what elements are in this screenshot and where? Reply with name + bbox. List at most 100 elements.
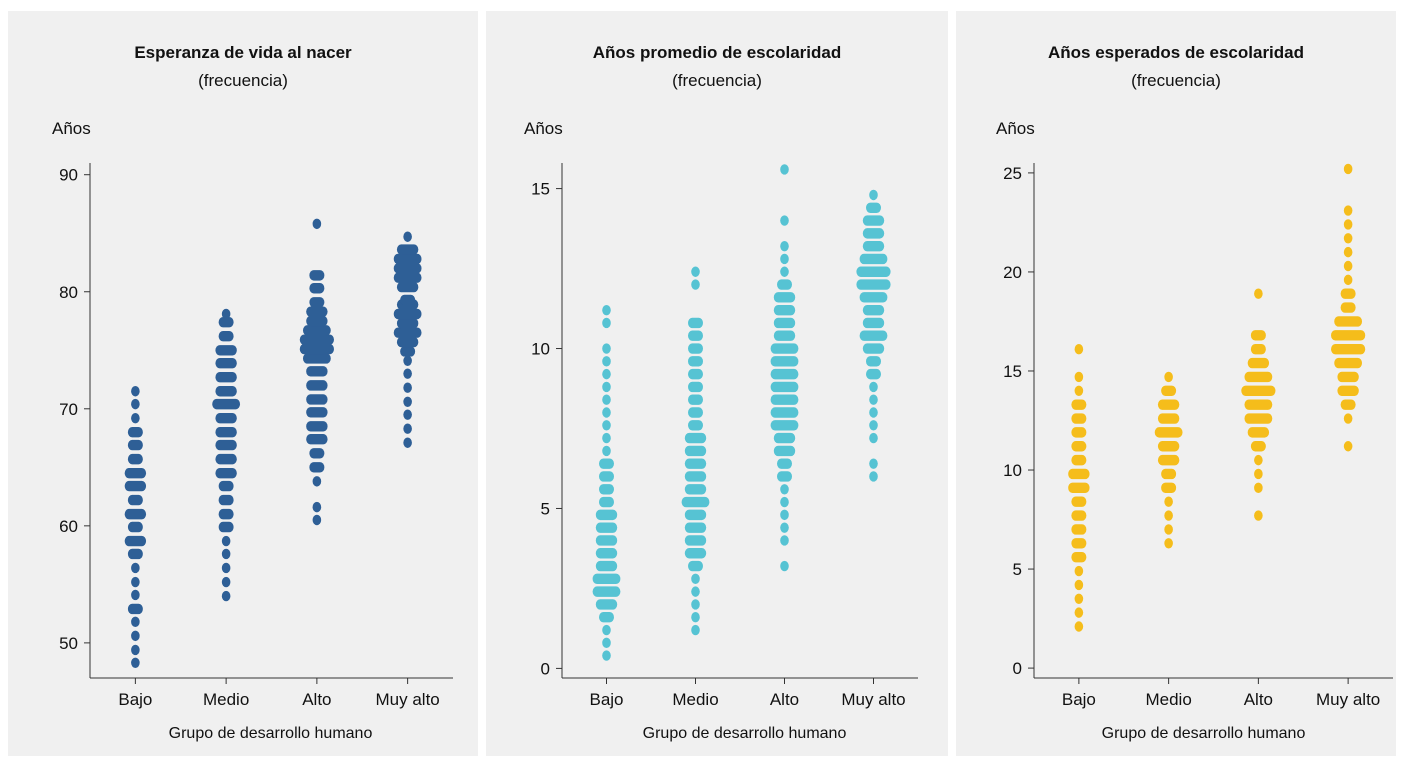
data-point-group xyxy=(1254,454,1263,466)
data-point-group xyxy=(1343,163,1353,175)
data-point-group xyxy=(396,244,419,255)
data-point-group xyxy=(124,467,147,479)
data-point-group xyxy=(306,407,328,418)
data-point-group xyxy=(124,480,147,492)
data-point-group xyxy=(869,432,878,444)
data-point-group xyxy=(1337,371,1359,383)
data-point-group xyxy=(595,548,618,559)
data-point-group xyxy=(221,576,231,588)
data-point-group xyxy=(780,560,789,572)
data-point-group xyxy=(309,462,325,473)
data-point-group xyxy=(688,407,703,418)
data-point-group xyxy=(688,420,703,431)
data-point-group xyxy=(602,343,611,354)
beeswarm-plot: 50 60 70 80 90 Bajo Medio Alto Muy alto xyxy=(59,163,453,709)
data-point-group xyxy=(602,650,611,661)
data-point-group xyxy=(131,616,140,628)
data-point-group xyxy=(403,231,412,242)
data-point-group xyxy=(393,272,422,283)
chart-subtitle: (frecuencia) xyxy=(1131,71,1221,90)
data-point-group xyxy=(215,467,237,479)
data-point-group xyxy=(299,343,334,355)
chart-subtitle: (frecuencia) xyxy=(198,71,288,90)
data-point-group xyxy=(1331,343,1366,355)
data-point-group xyxy=(131,644,140,656)
data-point-group xyxy=(1247,357,1270,369)
data-point-group xyxy=(124,535,147,547)
data-point-group xyxy=(691,279,700,290)
data-point-group xyxy=(688,343,703,354)
data-point-group xyxy=(221,535,231,547)
data-point-group xyxy=(862,343,885,354)
data-point-group xyxy=(773,292,796,303)
data-point-group xyxy=(684,471,707,482)
data-point-group xyxy=(770,368,799,380)
data-point-group xyxy=(1071,427,1087,438)
data-point-group xyxy=(602,445,611,457)
data-point-group xyxy=(1071,510,1087,521)
data-point-group xyxy=(215,453,237,465)
data-point-group xyxy=(306,394,328,405)
data-point-group xyxy=(1244,413,1273,424)
y-axis-label: Años xyxy=(52,119,91,138)
chart-subtitle: (frecuencia) xyxy=(672,71,762,90)
data-point-group xyxy=(309,448,325,459)
data-point-group xyxy=(770,381,799,393)
data-point-group xyxy=(221,548,231,560)
data-point-group xyxy=(215,345,237,356)
data-point-group xyxy=(302,325,331,336)
data-point-group xyxy=(770,420,799,431)
data-point-group xyxy=(403,396,412,407)
data-point-group xyxy=(684,509,707,521)
data-point-group xyxy=(688,381,703,393)
data-point-group xyxy=(124,508,147,520)
data-point-group xyxy=(595,535,618,546)
data-point-group xyxy=(215,386,237,397)
data-point-group xyxy=(688,356,703,367)
data-point-group xyxy=(1157,441,1180,452)
data-point-group xyxy=(595,560,618,572)
x-axis-label: Grupo de desarrollo humano xyxy=(1101,725,1306,742)
data-point-group xyxy=(218,331,234,342)
data-point-group xyxy=(218,316,234,328)
y-tick-label: 25 xyxy=(1003,164,1022,183)
data-point-group xyxy=(312,501,322,513)
data-point-group xyxy=(862,240,885,252)
data-point-group xyxy=(773,445,796,457)
data-point-group xyxy=(780,484,789,495)
x-axis-label: Grupo de desarrollo humano xyxy=(168,725,373,742)
data-point-group xyxy=(1071,496,1087,507)
data-point-group xyxy=(595,509,618,521)
data-point-group xyxy=(684,432,707,444)
data-point-group xyxy=(1071,551,1087,563)
data-point-group xyxy=(780,164,789,175)
y-tick-label: 80 xyxy=(59,283,78,302)
data-point-group xyxy=(212,398,241,410)
chart-title: Años promedio de escolaridad xyxy=(592,43,842,62)
data-point-group xyxy=(592,586,621,597)
data-point-group xyxy=(684,458,707,469)
data-point-group xyxy=(127,548,143,560)
data-point-group xyxy=(599,458,614,469)
data-point-group xyxy=(1343,246,1353,258)
data-point-group xyxy=(780,522,789,533)
data-point-group xyxy=(1161,385,1177,396)
data-point-group xyxy=(1334,357,1363,369)
data-point-group xyxy=(1241,385,1276,396)
y-tick-label: 10 xyxy=(1003,461,1022,480)
x-tick-label: Muy alto xyxy=(841,690,905,709)
y-tick-label: 0 xyxy=(541,659,550,678)
data-point-group xyxy=(688,368,703,380)
data-point-group xyxy=(131,589,140,601)
data-point-group xyxy=(306,434,328,445)
data-point-group xyxy=(218,521,234,533)
data-point-group xyxy=(856,266,891,277)
data-point-group xyxy=(127,494,143,506)
data-point-group xyxy=(131,657,140,668)
data-point-group xyxy=(592,573,621,585)
data-point-group xyxy=(859,292,888,303)
data-point-group xyxy=(393,308,422,320)
data-point-group xyxy=(869,420,878,431)
chart-panel-expected-schooling: Años esperados de escolaridad (frecuenci… xyxy=(956,11,1396,756)
data-point-group xyxy=(599,496,614,508)
